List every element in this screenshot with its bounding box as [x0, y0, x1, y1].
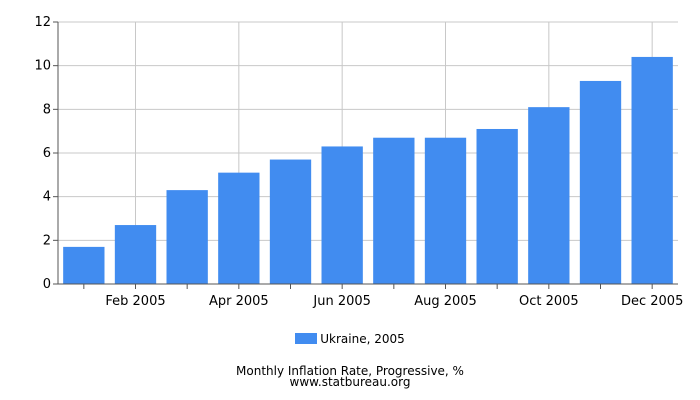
legend: Ukraine, 2005 — [0, 332, 700, 346]
x-tick-label: Apr 2005 — [209, 294, 269, 309]
bar — [269, 159, 312, 284]
bar — [373, 137, 415, 284]
bar — [63, 246, 105, 284]
bar — [114, 225, 157, 284]
bar — [631, 56, 673, 284]
bar — [424, 137, 467, 284]
legend-swatch — [295, 333, 318, 344]
source-url: www.statbureau.org — [289, 375, 411, 389]
y-tick-label: 10 — [34, 59, 51, 74]
bar — [579, 80, 622, 284]
bar — [528, 107, 570, 285]
chart-plot: 0 2 4 6 8 10 12 Feb 2005 Apr 2005 Jun 2005 Aug 200… — [34, 15, 683, 309]
y-tick-label: 2 — [43, 233, 51, 248]
x-tick-label: Feb 2005 — [105, 294, 165, 309]
bar — [321, 146, 363, 284]
y-tick-label: 12 — [34, 15, 51, 30]
y-tick-label: 8 — [43, 102, 51, 117]
chart-title: Monthly Inflation Rate, Progressive, % — [236, 364, 464, 378]
y-tick-label: 0 — [43, 277, 51, 292]
x-tick-label: Dec 2005 — [621, 294, 683, 309]
bar — [166, 190, 208, 284]
x-tick-label: Oct 2005 — [519, 294, 579, 309]
bar — [476, 128, 518, 284]
x-tick-label: Aug 2005 — [414, 294, 477, 309]
x-tick-label: Jun 2005 — [312, 294, 371, 309]
y-tick-label: 4 — [43, 190, 51, 205]
bar — [218, 172, 260, 284]
y-tick-label: 6 — [43, 146, 51, 161]
legend-label: Ukraine, 2005 — [320, 332, 405, 346]
